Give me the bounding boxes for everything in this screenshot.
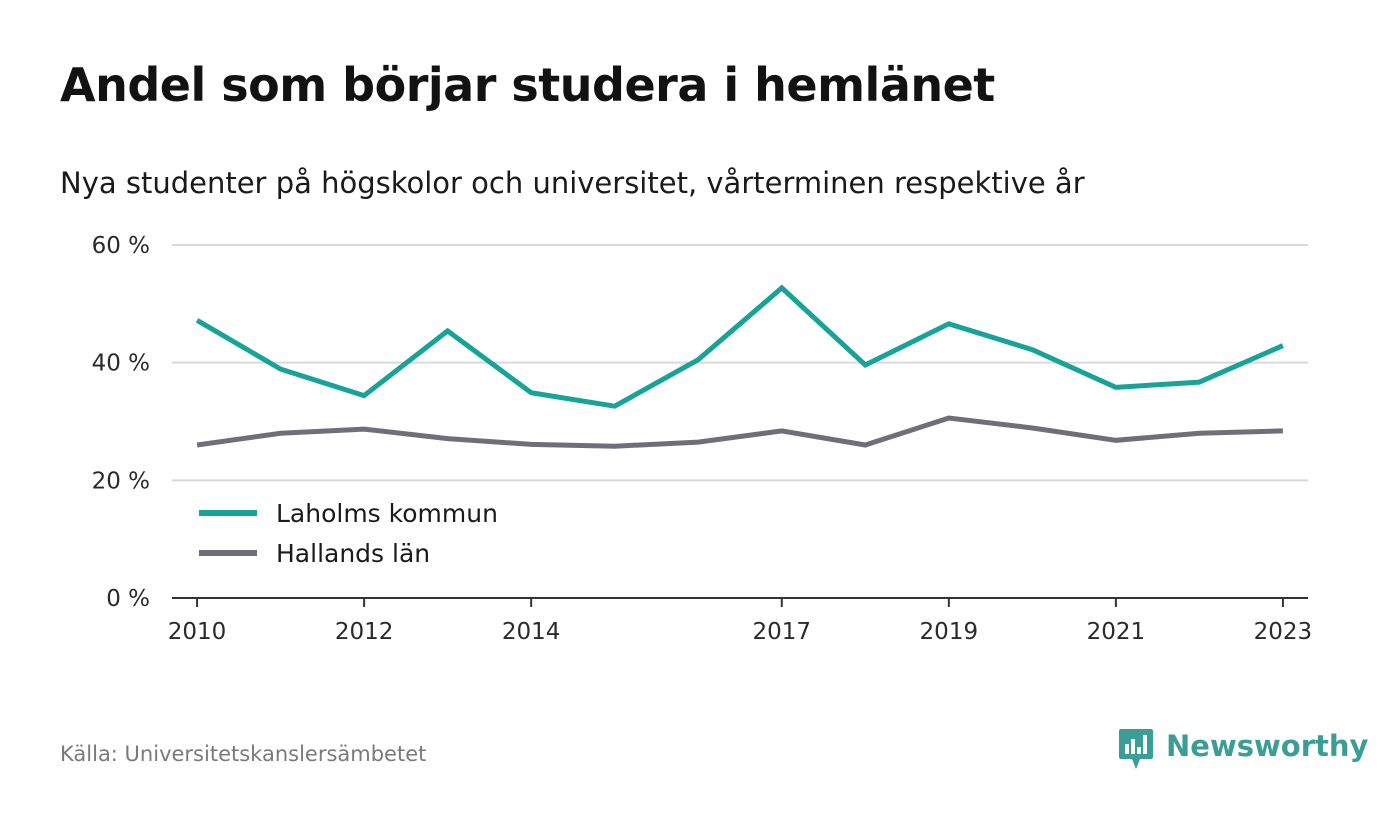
y-tick-label-0: 0 % — [106, 586, 150, 612]
series-line-0 — [195, 284, 1284, 409]
chart-title: Andel som börjar studera i hemlänet — [60, 58, 995, 112]
x-tick-label-2019: 2019 — [920, 619, 979, 645]
legend-label-0: Laholms kommun — [276, 499, 498, 528]
series-line-1 — [196, 415, 1283, 449]
grid-lines — [172, 244, 1308, 482]
newsworthy-logo-icon — [1119, 729, 1153, 769]
chart-subtitle: Nya studenter på högskolor och universit… — [60, 166, 1085, 200]
brand-name: Newsworthy — [1166, 729, 1369, 763]
y-axis-ticks: 0 % 20 % 40 % 60 % — [92, 233, 150, 612]
legend: Laholms kommun Hallands län — [199, 499, 498, 568]
x-tick-label-2010: 2010 — [168, 619, 227, 645]
x-tick-label-2012: 2012 — [335, 619, 394, 645]
x-tick-label-2014: 2014 — [502, 619, 561, 645]
series-lines — [195, 284, 1284, 449]
y-tick-label-60: 60 % — [92, 233, 150, 259]
x-axis-ticks: 2010 2012 2014 2017 2019 2021 2023 — [168, 598, 1312, 645]
x-tick-label-2021: 2021 — [1087, 619, 1146, 645]
y-tick-label-40: 40 % — [92, 351, 150, 377]
y-tick-label-20: 20 % — [92, 468, 150, 494]
x-tick-label-2017: 2017 — [752, 619, 811, 645]
x-tick-label-2023: 2023 — [1254, 619, 1313, 645]
legend-label-1: Hallands län — [276, 539, 430, 568]
brand-logo[interactable]: Newsworthy — [1118, 727, 1368, 775]
source-note: Källa: Universitetskanslersämbetet — [60, 742, 427, 766]
